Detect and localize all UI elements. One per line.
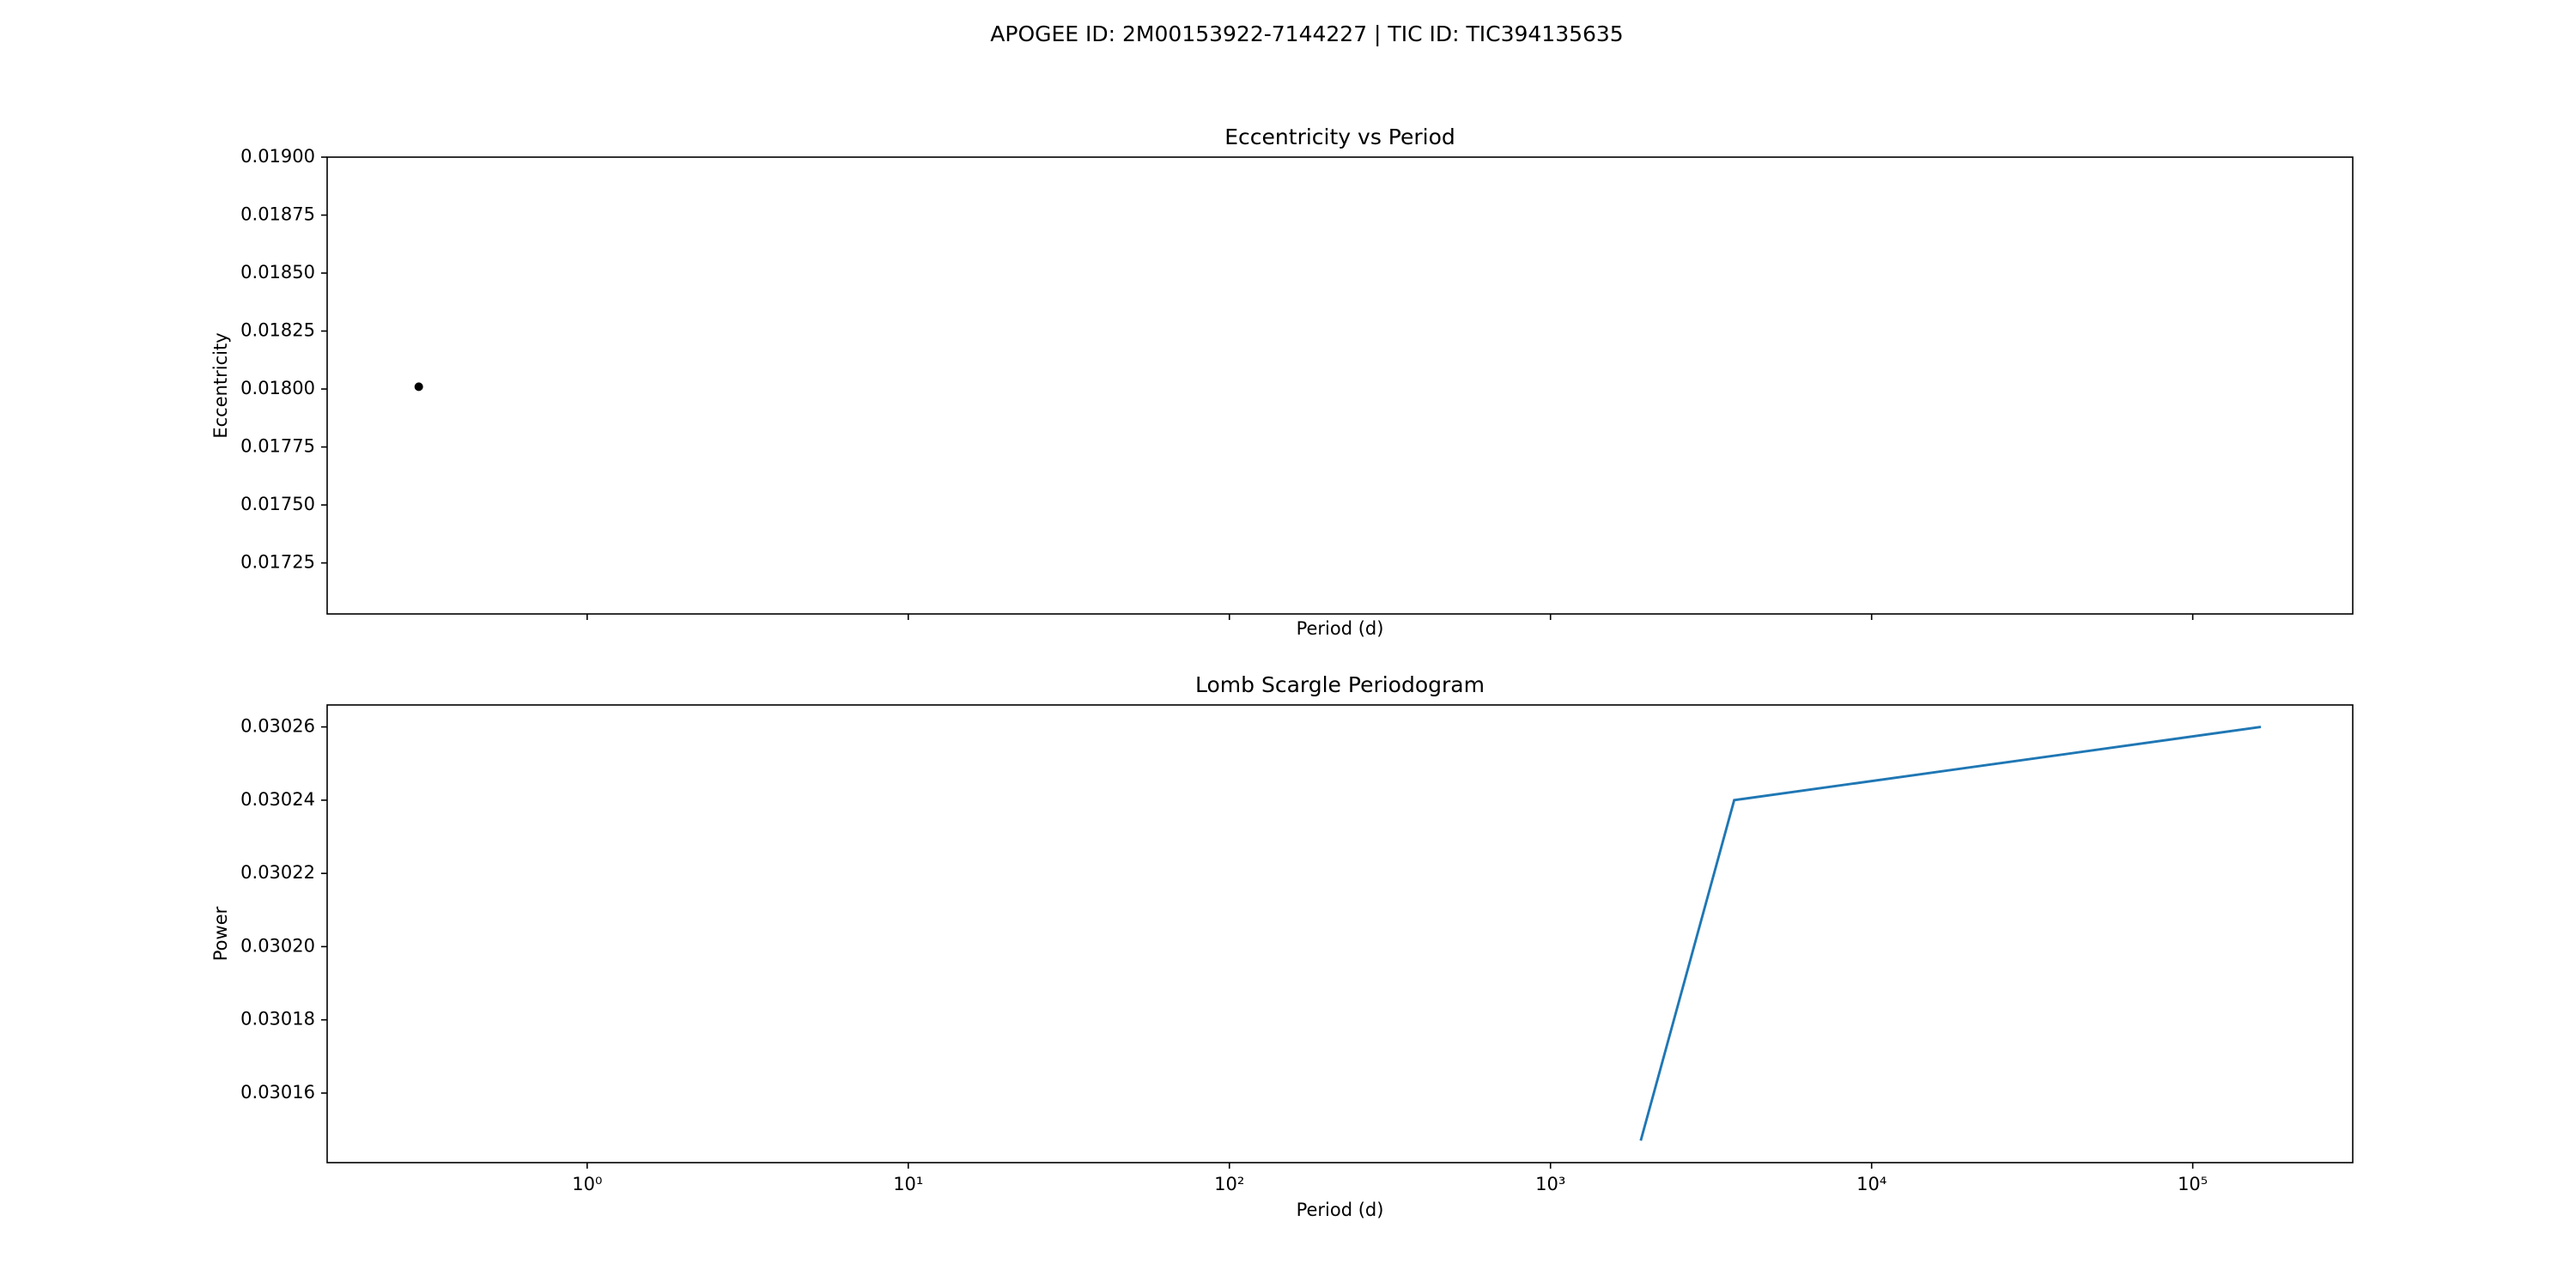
y-tick-label: 0.01750 bbox=[240, 494, 315, 514]
y-axis-label: Eccentricity bbox=[210, 332, 231, 438]
axes-title: Lomb Scargle Periodogram bbox=[1195, 672, 1485, 697]
axes-frame bbox=[326, 704, 2354, 1163]
y-tick-label: 0.03020 bbox=[240, 935, 315, 956]
y-axis-label: Power bbox=[210, 906, 231, 961]
x-tick-label: 10¹ bbox=[893, 1174, 923, 1194]
y-tick-label: 0.01775 bbox=[240, 436, 315, 457]
figure-title: APOGEE ID: 2M00153922-7144227 | TIC ID: … bbox=[990, 21, 1623, 46]
y-tick-label: 0.01875 bbox=[240, 204, 315, 225]
x-axis-label: Period (d) bbox=[1297, 618, 1384, 639]
y-tick-label: 0.01725 bbox=[240, 552, 315, 573]
y-tick-label: 0.03022 bbox=[240, 862, 315, 883]
y-tick-label: 0.03024 bbox=[240, 789, 315, 810]
data-line bbox=[1639, 726, 2262, 1141]
x-tick-label: 10² bbox=[1214, 1174, 1244, 1194]
x-tick-label: 10⁵ bbox=[2178, 1174, 2208, 1194]
axes-frame bbox=[326, 156, 2354, 615]
x-tick-label: 10⁰ bbox=[572, 1174, 602, 1194]
x-tick-label: 10³ bbox=[1535, 1174, 1565, 1194]
x-axis-label: Period (d) bbox=[1297, 1200, 1384, 1220]
y-tick-label: 0.03018 bbox=[240, 1009, 315, 1030]
y-tick-label: 0.01800 bbox=[240, 378, 315, 398]
x-tick-label: 10⁴ bbox=[1856, 1174, 1886, 1194]
y-tick-label: 0.01900 bbox=[240, 146, 315, 167]
y-tick-label: 0.03016 bbox=[240, 1082, 315, 1103]
y-tick-label: 0.01825 bbox=[240, 320, 315, 341]
y-tick-label: 0.01850 bbox=[240, 262, 315, 283]
y-tick-label: 0.03026 bbox=[240, 716, 315, 737]
data-point bbox=[414, 382, 423, 392]
axes-title: Eccentricity vs Period bbox=[1224, 125, 1455, 149]
